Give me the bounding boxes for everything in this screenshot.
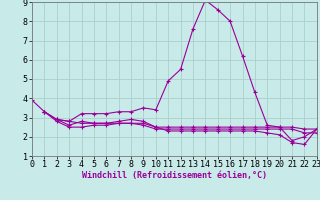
X-axis label: Windchill (Refroidissement éolien,°C): Windchill (Refroidissement éolien,°C) (82, 171, 267, 180)
